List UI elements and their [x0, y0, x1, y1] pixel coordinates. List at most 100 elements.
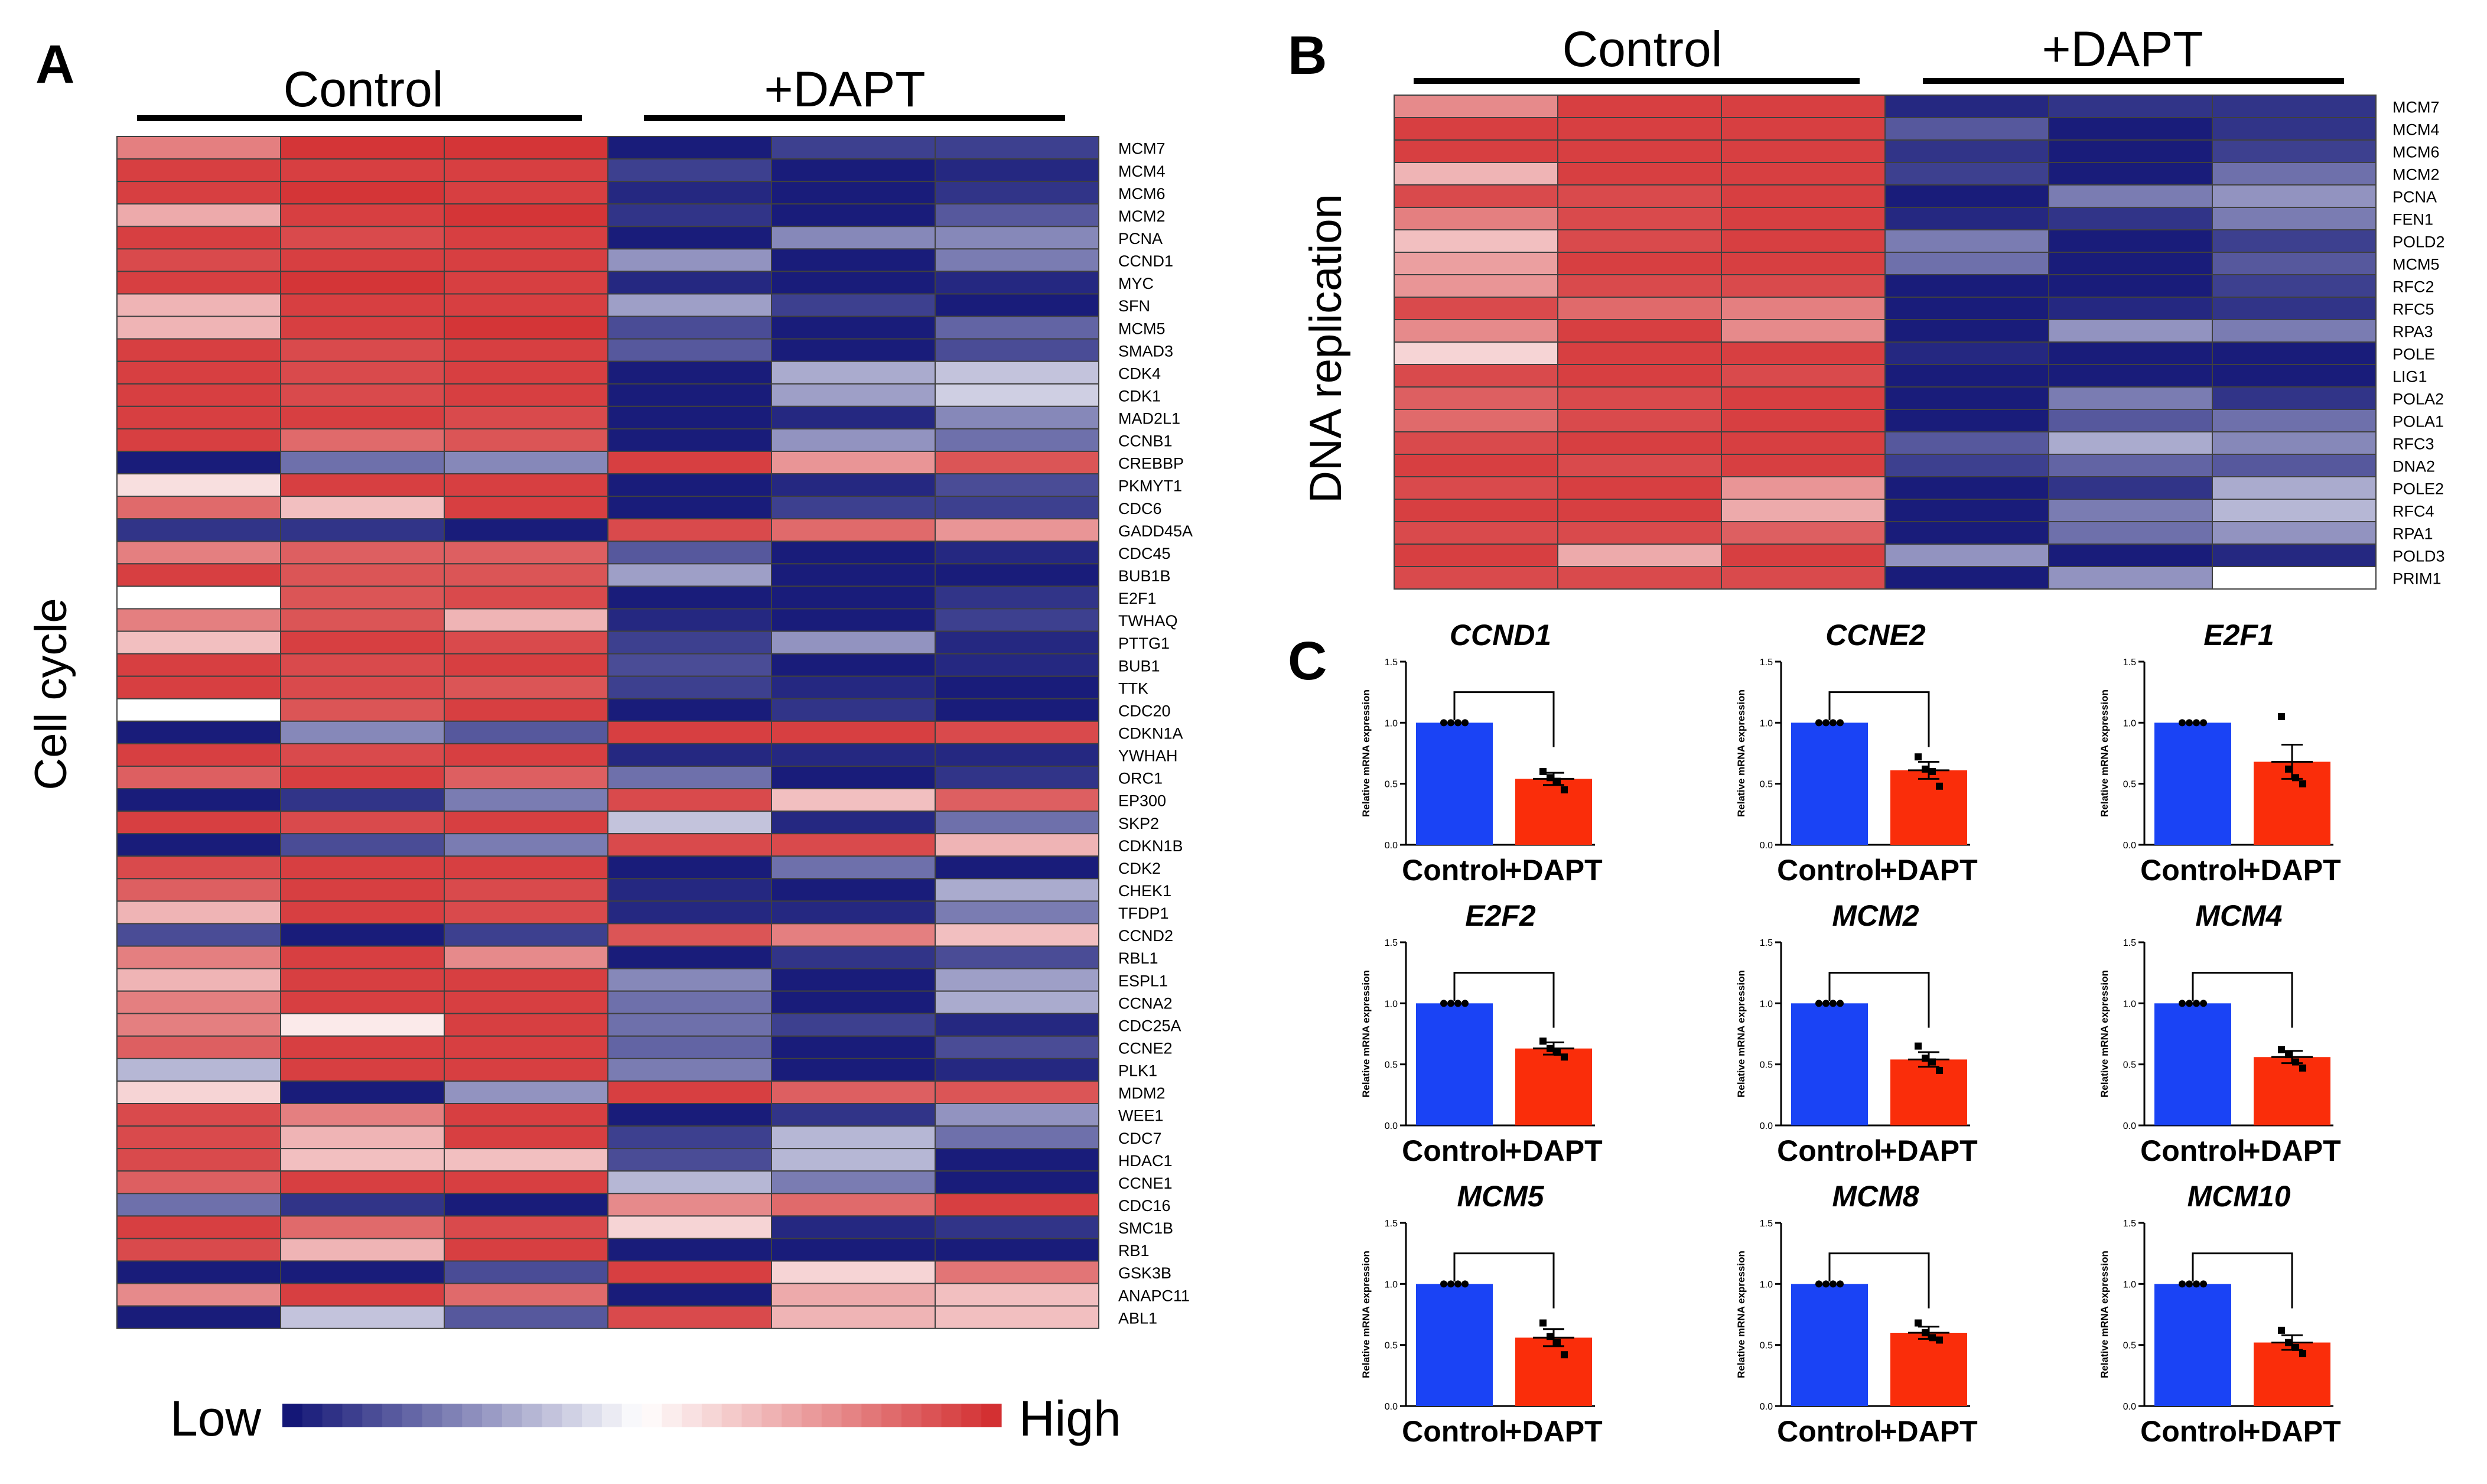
heatmap-cell — [2212, 409, 2377, 432]
x-category-label: Control — [1402, 1415, 1507, 1448]
panel-b-side-label: DNA replication — [1301, 194, 1351, 503]
bar-subplot: MCM10 Relative mRNA expression 0.0 0.5 1.0 1.… — [2099, 1180, 2341, 1448]
heatmap-cell — [1557, 207, 1722, 230]
data-point-control — [1447, 1000, 1454, 1007]
gene-label: SKP2 — [1118, 815, 1159, 832]
heatmap-cell — [935, 405, 1099, 429]
heatmap-cell — [444, 1080, 608, 1105]
heatmap-cell — [444, 1035, 608, 1059]
heatmap-cell — [444, 1103, 608, 1127]
heatmap-cell — [935, 518, 1099, 542]
heatmap-cell — [1557, 184, 1722, 208]
heatmap-cell — [935, 450, 1099, 475]
legend-swatch — [362, 1404, 383, 1427]
heatmap-cell — [935, 1215, 1099, 1239]
bar-control — [2154, 1003, 2231, 1125]
heatmap-cell — [444, 720, 608, 744]
heatmap-cell — [935, 226, 1099, 250]
data-point-control — [1830, 719, 1837, 727]
heatmap-cell — [280, 653, 445, 677]
heatmap-cell — [771, 878, 936, 902]
gene-label: DNA2 — [2392, 458, 2435, 476]
bar-title: CCNE2 — [1825, 619, 1926, 652]
heatmap-cell — [280, 720, 445, 744]
heatmap-cell — [444, 833, 608, 857]
heatmap-cell — [1394, 139, 1558, 163]
heatmap-cell — [1884, 319, 2049, 343]
heatmap-cell — [935, 158, 1099, 183]
gene-label: CHEK1 — [1118, 882, 1171, 900]
bar-title: CCND1 — [1450, 619, 1551, 652]
heatmap-cell — [280, 675, 445, 699]
heatmap-cell — [444, 585, 608, 610]
heatmap-cell — [1884, 117, 2049, 141]
bar-subplot: MCM4 Relative mRNA expression 0.0 0.5 1.0 1.5… — [2099, 899, 2341, 1167]
heatmap-cell — [116, 293, 281, 317]
heatmap-cell — [116, 383, 281, 407]
heatmap-cell — [444, 1305, 608, 1329]
heatmap-cell — [771, 1305, 936, 1329]
heatmap-cell — [935, 1125, 1099, 1150]
gene-label: PCNA — [1118, 230, 1163, 248]
x-category-label: +DAPT — [1880, 1134, 1977, 1167]
heatmap-cell — [444, 338, 608, 362]
gene-label: CCNE1 — [1118, 1174, 1173, 1192]
significance-bracket — [1828, 1252, 1930, 1309]
bar-title: E2F2 — [1465, 899, 1536, 932]
heatmap-cell — [444, 968, 608, 992]
heatmap-cell — [771, 585, 936, 610]
heatmap-cell — [1721, 341, 1886, 365]
panel-a-side-label: Cell cycle — [26, 598, 76, 790]
heatmap-cell — [444, 518, 608, 542]
heatmap-cell — [280, 541, 445, 565]
heatmap-cell — [1394, 207, 1558, 230]
heatmap-cell — [771, 1125, 936, 1150]
data-point-dapt — [1547, 1333, 1554, 1340]
bar-title: MCM2 — [1832, 899, 1919, 932]
heatmap-cell — [280, 248, 445, 272]
gene-label: TWHAQ — [1118, 612, 1178, 630]
heatmap-cell — [444, 1013, 608, 1037]
heatmap-cell — [280, 383, 445, 407]
gene-label: CDC45 — [1118, 545, 1171, 562]
heatmap-cell — [1721, 117, 1886, 141]
x-category-label: +DAPT — [1505, 1134, 1602, 1167]
heatmap-cell — [771, 226, 936, 250]
heatmap-cell — [116, 1080, 281, 1105]
heatmap-cell — [771, 563, 936, 587]
x-category-label: +DAPT — [1505, 854, 1602, 887]
heatmap-cell — [1721, 139, 1886, 163]
heatmap-cell — [116, 496, 281, 520]
heatmap-cell — [1394, 162, 1558, 186]
bar-control — [1791, 723, 1868, 845]
y-tick-label: 1.5 — [1385, 938, 1398, 948]
heatmap-cell — [2048, 184, 2213, 208]
x-category-label: Control — [2140, 854, 2245, 887]
heatmap-cell — [1557, 341, 1722, 365]
heatmap-cell — [771, 136, 936, 160]
gene-label: RFC3 — [2392, 435, 2434, 453]
heatmap-cell — [280, 181, 445, 205]
heatmap-cell — [280, 405, 445, 429]
heatmap-cell — [2212, 117, 2377, 141]
gene-label: WEE1 — [1118, 1107, 1164, 1125]
data-point-control — [2179, 1000, 2186, 1007]
heatmap-cell — [444, 1238, 608, 1262]
heatmap-cell — [771, 855, 936, 880]
data-point-dapt — [1915, 753, 1922, 761]
heatmap-cell — [935, 990, 1099, 1014]
data-point-control — [1837, 1280, 1844, 1288]
heatmap-cell — [771, 608, 936, 632]
data-point-control — [1815, 1280, 1822, 1288]
y-axis-label: Relative mRNA expression — [1736, 689, 1747, 817]
y-axis-label: Relative mRNA expression — [2099, 1251, 2110, 1378]
data-point-dapt — [1929, 768, 1936, 775]
y-tick-label: 1.0 — [1760, 718, 1773, 728]
heatmap-cell — [280, 855, 445, 880]
heatmap-cell — [771, 1148, 936, 1172]
y-tick-label: 0.5 — [1385, 1060, 1398, 1070]
heatmap-cell — [771, 788, 936, 812]
heatmap-cell — [2048, 139, 2213, 163]
heatmap-cell — [444, 158, 608, 183]
y-tick-label: 0.5 — [1385, 780, 1398, 790]
